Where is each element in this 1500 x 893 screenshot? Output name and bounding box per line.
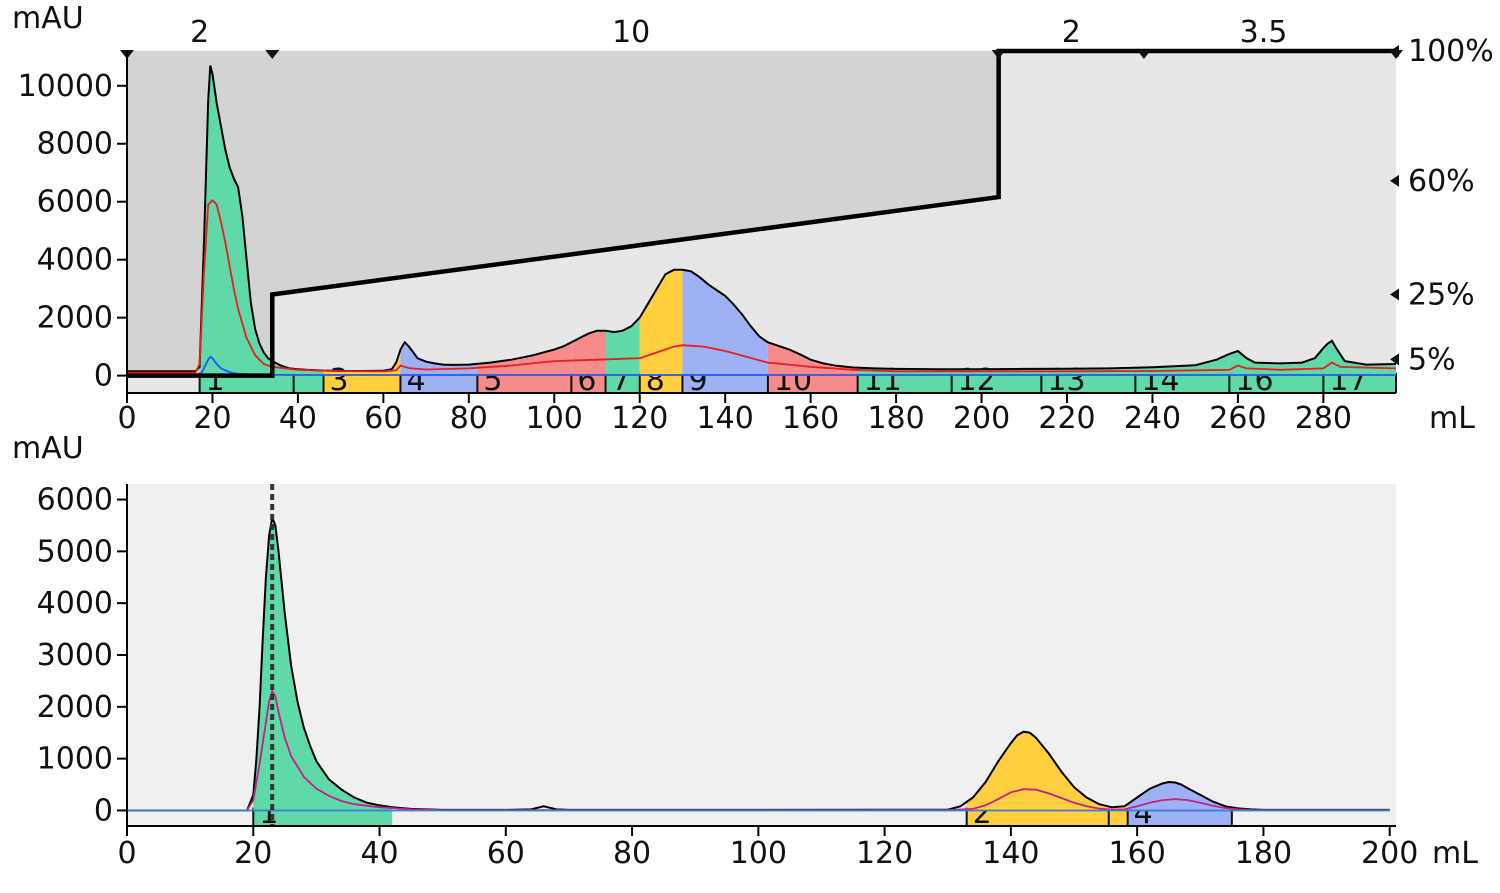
y-tick-label: 2000 (37, 301, 113, 336)
x-tick-label: 100 (730, 836, 787, 871)
fraction-strip-8 (639, 375, 683, 393)
y-tick-label: 5000 (37, 534, 113, 569)
x-tick-label: 120 (611, 401, 668, 436)
y-tick-label: 3000 (37, 638, 113, 673)
x-tick-label: 180 (867, 401, 924, 436)
x-tick-label: 100 (526, 401, 583, 436)
series-line-2 (127, 355, 1396, 377)
x-tick-label: 20 (234, 836, 272, 871)
fraction-strip-2 (966, 810, 1109, 826)
y-tick-label: 4000 (37, 243, 113, 278)
fraction-strip-2 (1108, 810, 1128, 826)
y-tick-label: 10000 (18, 69, 113, 104)
y-tick-label: 2000 (37, 690, 113, 725)
fraction-strip-6 (571, 375, 606, 393)
fraction-area-1 (253, 522, 393, 811)
flow-label: 3.5 (1240, 15, 1288, 50)
plot-background (127, 484, 1396, 826)
x-tick-label: 60 (364, 401, 402, 436)
flow-label: 10 (612, 15, 650, 50)
fraction-strip-11 (857, 375, 952, 393)
fraction-strip-4 (1127, 810, 1232, 826)
x-tick-label: 80 (450, 401, 488, 436)
fraction-area-5 (477, 342, 572, 376)
percent-marker (1390, 288, 1399, 301)
y-tick-label: 6000 (37, 483, 113, 518)
y-tick-label: 1000 (37, 742, 113, 777)
y-axis-unit: mAU (12, 431, 84, 466)
x-tick-label: 120 (856, 836, 913, 871)
flow-marker (991, 50, 1006, 59)
percent-marker (1390, 174, 1399, 187)
x-tick-label: 240 (1124, 401, 1181, 436)
fraction-strip-9 (682, 375, 768, 393)
fraction-area-4 (400, 343, 478, 376)
x-tick-label: 40 (360, 836, 398, 871)
fraction-strip-7 (605, 375, 640, 393)
fraction-area-3 (323, 349, 401, 376)
flow-label: 2 (1062, 15, 1081, 50)
fraction-area-2 (966, 731, 1109, 811)
fraction-strip-16 (1229, 375, 1324, 393)
x-tick-label: 220 (1038, 401, 1095, 436)
x-axis-unit: mL (1432, 836, 1478, 871)
x-tick-label: 20 (193, 401, 231, 436)
fraction-strip-4 (400, 375, 478, 393)
x-tick-label: 180 (1235, 836, 1292, 871)
series-line-1 (127, 199, 1397, 374)
series-line-0 (127, 65, 1397, 373)
fraction-strip-1 (253, 810, 393, 826)
percent-marker (1390, 353, 1399, 366)
percent-label: 100% (1408, 34, 1494, 69)
x-tick-label: 140 (697, 401, 754, 436)
series-line-1 (127, 689, 1390, 812)
y-tick-label: 8000 (37, 127, 113, 162)
x-tick-label: 80 (613, 836, 651, 871)
x-tick-label: 160 (1109, 836, 1166, 871)
x-tick-label: 200 (1361, 836, 1418, 871)
fraction-strip-3 (323, 375, 401, 393)
y-tick-label: 0 (94, 359, 113, 394)
x-tick-label: 140 (982, 836, 1039, 871)
fraction-area-9 (682, 269, 768, 376)
gradient-line (127, 48, 1396, 378)
x-tick-label: 0 (117, 836, 136, 871)
y-axis-unit: mAU (12, 1, 84, 36)
flow-marker (1136, 50, 1151, 59)
x-tick-label: 60 (487, 836, 525, 871)
y-tick-label: 4000 (37, 586, 113, 621)
fraction-strip-12 (951, 375, 1042, 393)
x-tick-label: 200 (953, 401, 1010, 436)
flow-marker (265, 50, 280, 59)
fraction-strip-14 (1135, 375, 1230, 393)
fraction-area-8 (639, 269, 683, 376)
percent-label: 60% (1408, 164, 1475, 199)
percent-label: 5% (1408, 342, 1456, 377)
fraction-strip-1 (199, 375, 294, 393)
x-tick-label: 280 (1295, 401, 1352, 436)
y-tick-label: 0 (94, 793, 113, 828)
fraction-strip-17 (1323, 375, 1396, 393)
fraction-strip-13 (1041, 375, 1136, 393)
percent-marker (1390, 45, 1399, 57)
fraction-area-6 (571, 330, 606, 376)
fraction-area-1 (199, 69, 294, 376)
x-tick-label: 40 (279, 401, 317, 436)
x-tick-label: 260 (1209, 401, 1266, 436)
percent-label: 25% (1408, 277, 1475, 312)
fraction-strip-10 (767, 375, 858, 393)
fraction-strip-5 (477, 375, 572, 393)
x-axis-unit: mL (1429, 401, 1475, 436)
fraction-strip-1 (293, 375, 324, 393)
panel-top: 1 3 4 5 6 7 8 9 10 11 12 13 14 16 172 10 2 3.5100%60%25%5… (12, 1, 1494, 436)
flow-label: 2 (190, 15, 209, 50)
x-tick-label: 160 (782, 401, 839, 436)
y-tick-label: 6000 (37, 185, 113, 220)
x-tick-label: 0 (117, 401, 136, 436)
gradient-shade (127, 51, 1396, 376)
